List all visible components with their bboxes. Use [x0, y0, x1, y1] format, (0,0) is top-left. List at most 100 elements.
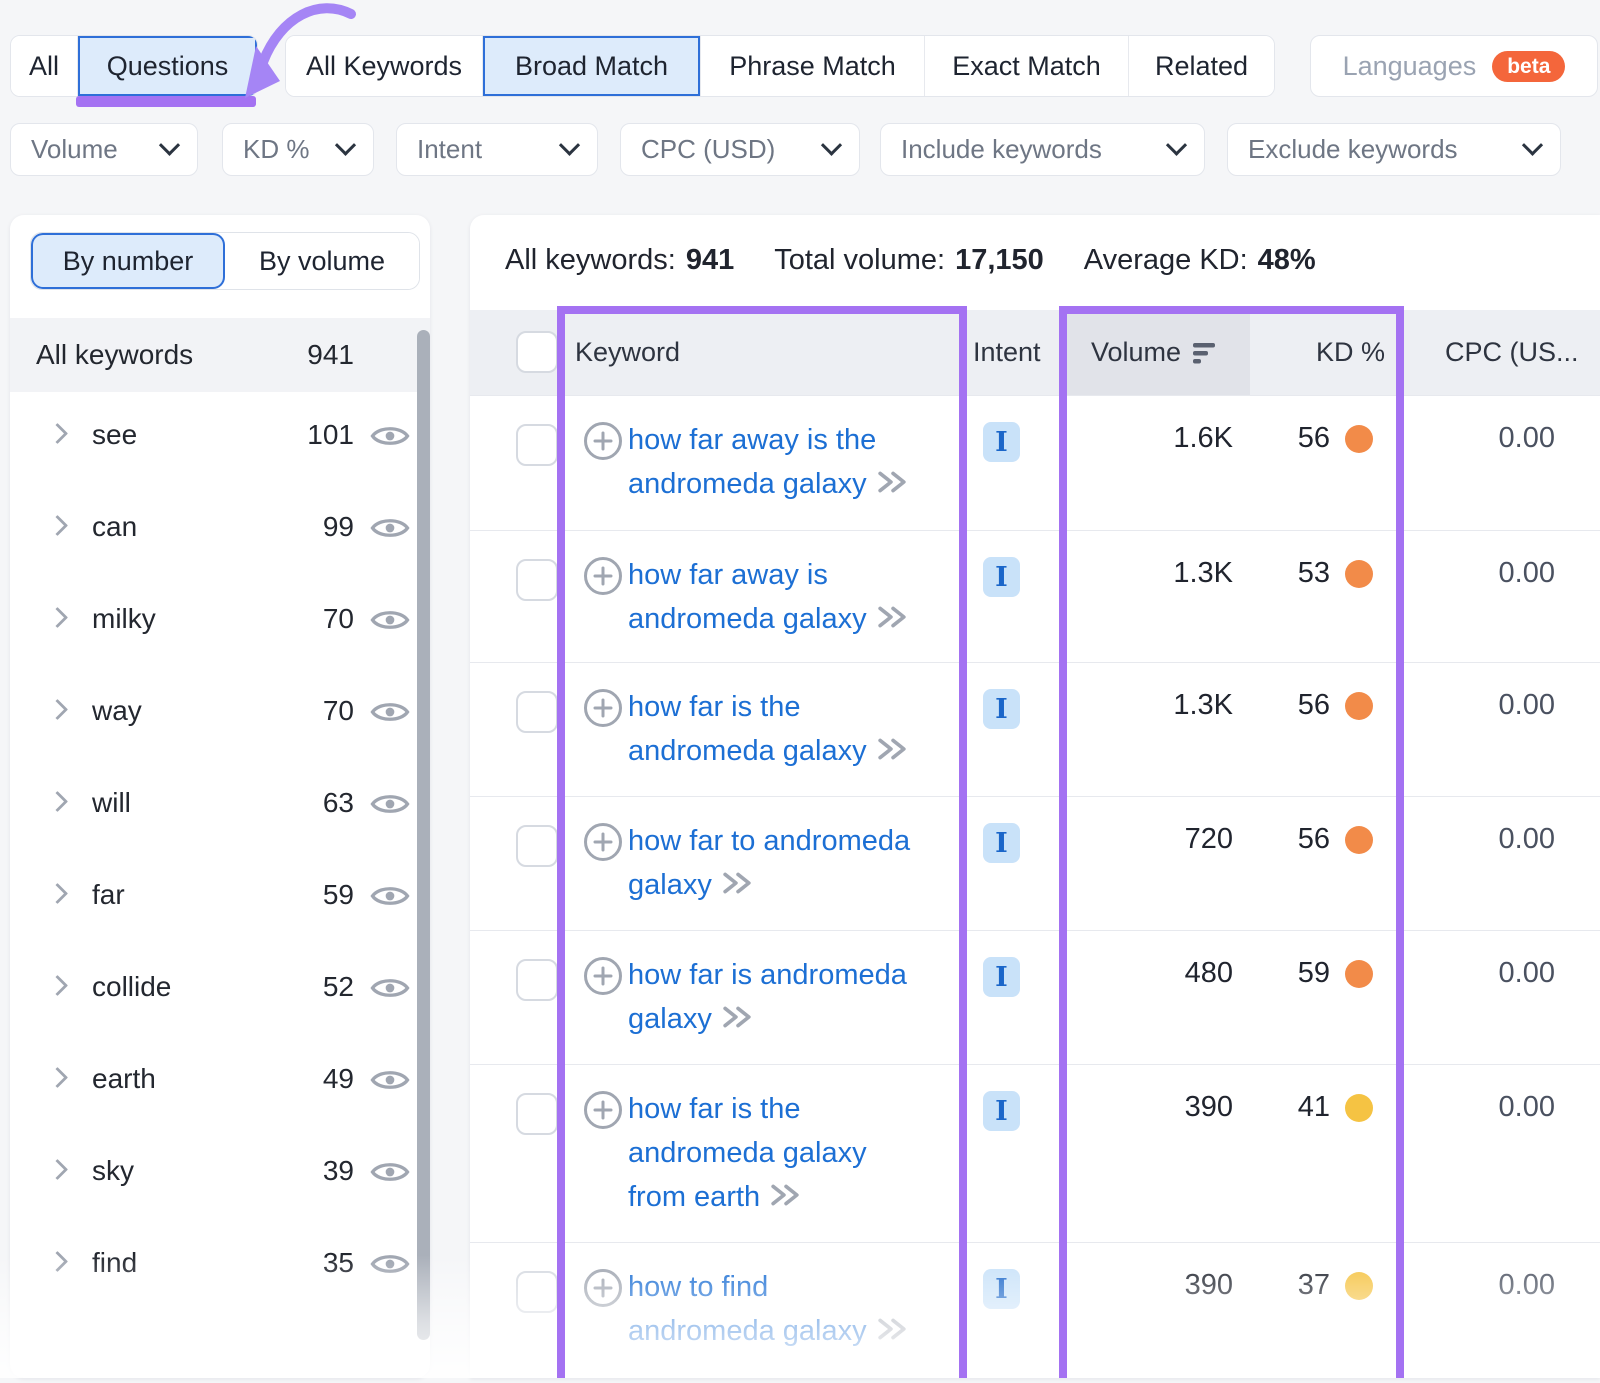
keyword-link[interactable]: how far is andromeda galaxy [628, 959, 907, 1035]
sidebar-group-far[interactable]: far 59 [10, 852, 430, 944]
sidebar-group-way[interactable]: way 70 [10, 668, 430, 760]
plus-circle-icon[interactable] [583, 822, 623, 862]
intent-badge[interactable]: I [983, 422, 1020, 462]
chevron-down-icon [158, 134, 181, 156]
double-chevron-icon[interactable] [721, 1003, 753, 1031]
row-checkbox[interactable] [516, 559, 558, 601]
eye-icon[interactable] [370, 422, 410, 450]
keyword-link[interactable]: how far is the andromeda galaxy [628, 685, 968, 773]
column-header-cpc[interactable]: CPC (US... [1445, 337, 1579, 367]
eye-icon[interactable] [370, 1250, 410, 1278]
plus-circle-icon[interactable] [583, 1090, 623, 1130]
chevron-right-icon[interactable] [46, 790, 69, 813]
tab-all[interactable]: All [11, 36, 77, 96]
filter-intent[interactable]: Intent [396, 123, 598, 176]
chevron-right-icon[interactable] [46, 698, 69, 721]
sidebar-group-see[interactable]: see 101 [10, 392, 430, 484]
eye-icon[interactable] [370, 882, 410, 910]
tab-phrase-match[interactable]: Phrase Match [700, 36, 924, 96]
double-chevron-icon[interactable] [721, 869, 753, 897]
chevron-right-icon[interactable] [46, 606, 69, 629]
chevron-right-icon[interactable] [46, 1066, 69, 1089]
double-chevron-icon[interactable] [876, 603, 908, 631]
intent-badge[interactable]: I [983, 557, 1020, 597]
sidebar-all-keywords-row[interactable]: All keywords 941 [10, 318, 430, 392]
keyword-link[interactable]: how far away is andromeda galaxy [628, 553, 968, 641]
chevron-right-icon[interactable] [46, 514, 69, 537]
tab-questions[interactable]: Questions [77, 36, 257, 96]
plus-circle-icon[interactable] [583, 1268, 623, 1308]
volume-value: 1.6K [1173, 422, 1233, 454]
sidebar-group-collide[interactable]: collide 52 [10, 944, 430, 1036]
filter-kd-label: KD % [243, 134, 310, 164]
filter-include-keywords[interactable]: Include keywords [880, 123, 1205, 176]
intent-badge[interactable]: I [983, 823, 1020, 863]
group-label: will [92, 787, 131, 818]
chevron-right-icon[interactable] [46, 1250, 69, 1273]
sort-by-number-button[interactable]: By number [31, 233, 225, 289]
eye-icon[interactable] [370, 790, 410, 818]
tab-exact-match[interactable]: Exact Match [924, 36, 1128, 96]
tab-all-keywords[interactable]: All Keywords [286, 36, 482, 96]
volume-header-label: Volume [1090, 337, 1181, 367]
plus-circle-icon[interactable] [583, 956, 623, 996]
column-header-volume[interactable]: Volume [1067, 337, 1250, 368]
eye-icon[interactable] [370, 1066, 410, 1094]
select-all-checkbox[interactable] [516, 331, 558, 373]
double-chevron-icon[interactable] [876, 468, 908, 496]
column-header-keyword[interactable]: Keyword [575, 337, 681, 367]
keyword-link[interactable]: how to find andromeda galaxy [628, 1265, 968, 1353]
keyword-groups-sidebar: By number By volume All keywords 941 see… [10, 215, 430, 1378]
keyword-link[interactable]: how far away is the andromeda galaxy [628, 418, 968, 506]
chevron-right-icon[interactable] [46, 974, 69, 997]
row-checkbox[interactable] [516, 959, 558, 1001]
row-checkbox[interactable] [516, 691, 558, 733]
column-header-intent[interactable]: Intent [973, 337, 1041, 367]
sidebar-group-milky[interactable]: milky 70 [10, 576, 430, 668]
eye-icon[interactable] [370, 974, 410, 1002]
filter-exclude-keywords[interactable]: Exclude keywords [1227, 123, 1561, 176]
double-chevron-icon[interactable] [876, 1315, 908, 1343]
chevron-right-icon[interactable] [46, 1158, 69, 1181]
all-keywords-label: All keywords [36, 339, 194, 370]
row-checkbox[interactable] [516, 825, 558, 867]
chevron-right-icon[interactable] [46, 422, 69, 445]
eye-icon[interactable] [370, 698, 410, 726]
keyword-link[interactable]: how far to andromeda galaxy [628, 825, 911, 901]
sidebar-group-can[interactable]: can 99 [10, 484, 430, 576]
languages-button[interactable]: Languages beta [1310, 35, 1598, 97]
intent-badge[interactable]: I [983, 689, 1020, 729]
filter-cpc[interactable]: CPC (USD) [620, 123, 860, 176]
sidebar-group-will[interactable]: will 63 [10, 760, 430, 852]
eye-icon[interactable] [370, 514, 410, 542]
kd-difficulty-dot [1345, 959, 1373, 988]
row-checkbox[interactable] [516, 1271, 558, 1313]
sidebar-group-sky[interactable]: sky 39 [10, 1128, 430, 1220]
intent-badge[interactable]: I [983, 957, 1020, 997]
sidebar-scrollbar[interactable] [417, 330, 430, 1340]
row-checkbox[interactable] [516, 1093, 558, 1135]
filter-volume[interactable]: Volume [10, 123, 198, 176]
intent-badge[interactable]: I [983, 1091, 1020, 1131]
sidebar-group-find[interactable]: find 35 [10, 1220, 430, 1312]
filter-kd[interactable]: KD % [222, 123, 374, 176]
plus-circle-icon[interactable] [583, 421, 623, 461]
double-chevron-icon[interactable] [769, 1181, 801, 1209]
keyword-link[interactable]: how far is the andromeda galaxy from ear… [628, 1093, 867, 1213]
plus-circle-icon[interactable] [583, 688, 623, 728]
match-tabs-group-2: All Keywords Broad Match Phrase Match Ex… [285, 35, 1275, 97]
double-chevron-icon[interactable] [876, 735, 908, 763]
column-header-kd[interactable]: KD % [1315, 337, 1385, 367]
eye-icon[interactable] [370, 606, 410, 634]
sidebar-group-earth[interactable]: earth 49 [10, 1036, 430, 1128]
sort-by-volume-button[interactable]: By volume [225, 233, 419, 289]
kd-difficulty-dot [1345, 424, 1373, 453]
plus-circle-icon[interactable] [583, 556, 623, 596]
tab-related[interactable]: Related [1128, 36, 1274, 96]
row-checkbox[interactable] [516, 424, 558, 466]
chevron-right-icon[interactable] [46, 882, 69, 905]
eye-icon[interactable] [370, 1158, 410, 1186]
intent-badge[interactable]: I [983, 1269, 1020, 1309]
tab-broad-match[interactable]: Broad Match [482, 36, 700, 96]
group-count: 70 [322, 695, 354, 726]
